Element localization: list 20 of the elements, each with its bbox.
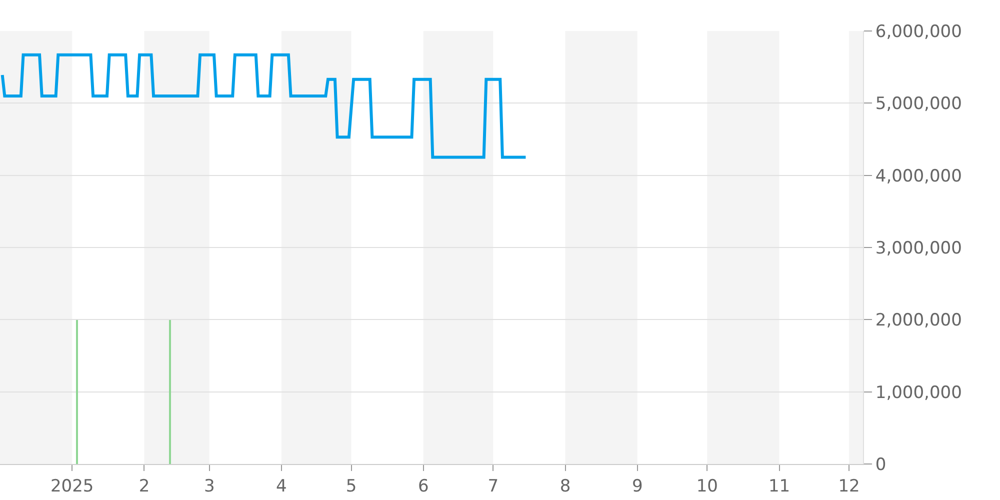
x-tick-label: 3 <box>204 476 215 496</box>
x-tick-label: 12 <box>838 476 860 496</box>
x-tick-label: 5 <box>346 476 357 496</box>
x-tick-label: 11 <box>768 476 790 496</box>
x-tick-label: 7 <box>488 476 499 496</box>
y-tick-label: 2,000,000 <box>875 310 962 331</box>
y-tick-label: 3,000,000 <box>875 238 962 258</box>
x-tick-label: 2025 <box>50 476 94 496</box>
x-tick-label: 2 <box>138 476 150 496</box>
y-tick-label: 5,000,000 <box>875 94 962 114</box>
x-tick-label: 4 <box>276 476 287 496</box>
y-tick-label: 0 <box>875 454 886 475</box>
x-tick-label: 9 <box>632 476 643 496</box>
x-tick-label: 10 <box>696 476 718 496</box>
y-tick-label: 1,000,000 <box>875 382 962 403</box>
line-series <box>0 53 528 159</box>
x-tick-label: 8 <box>560 476 571 496</box>
y-tick-label: 4,000,000 <box>875 166 962 186</box>
y-tick-label: 6,000,000 <box>875 22 962 42</box>
x-tick-label: 6 <box>418 476 429 496</box>
